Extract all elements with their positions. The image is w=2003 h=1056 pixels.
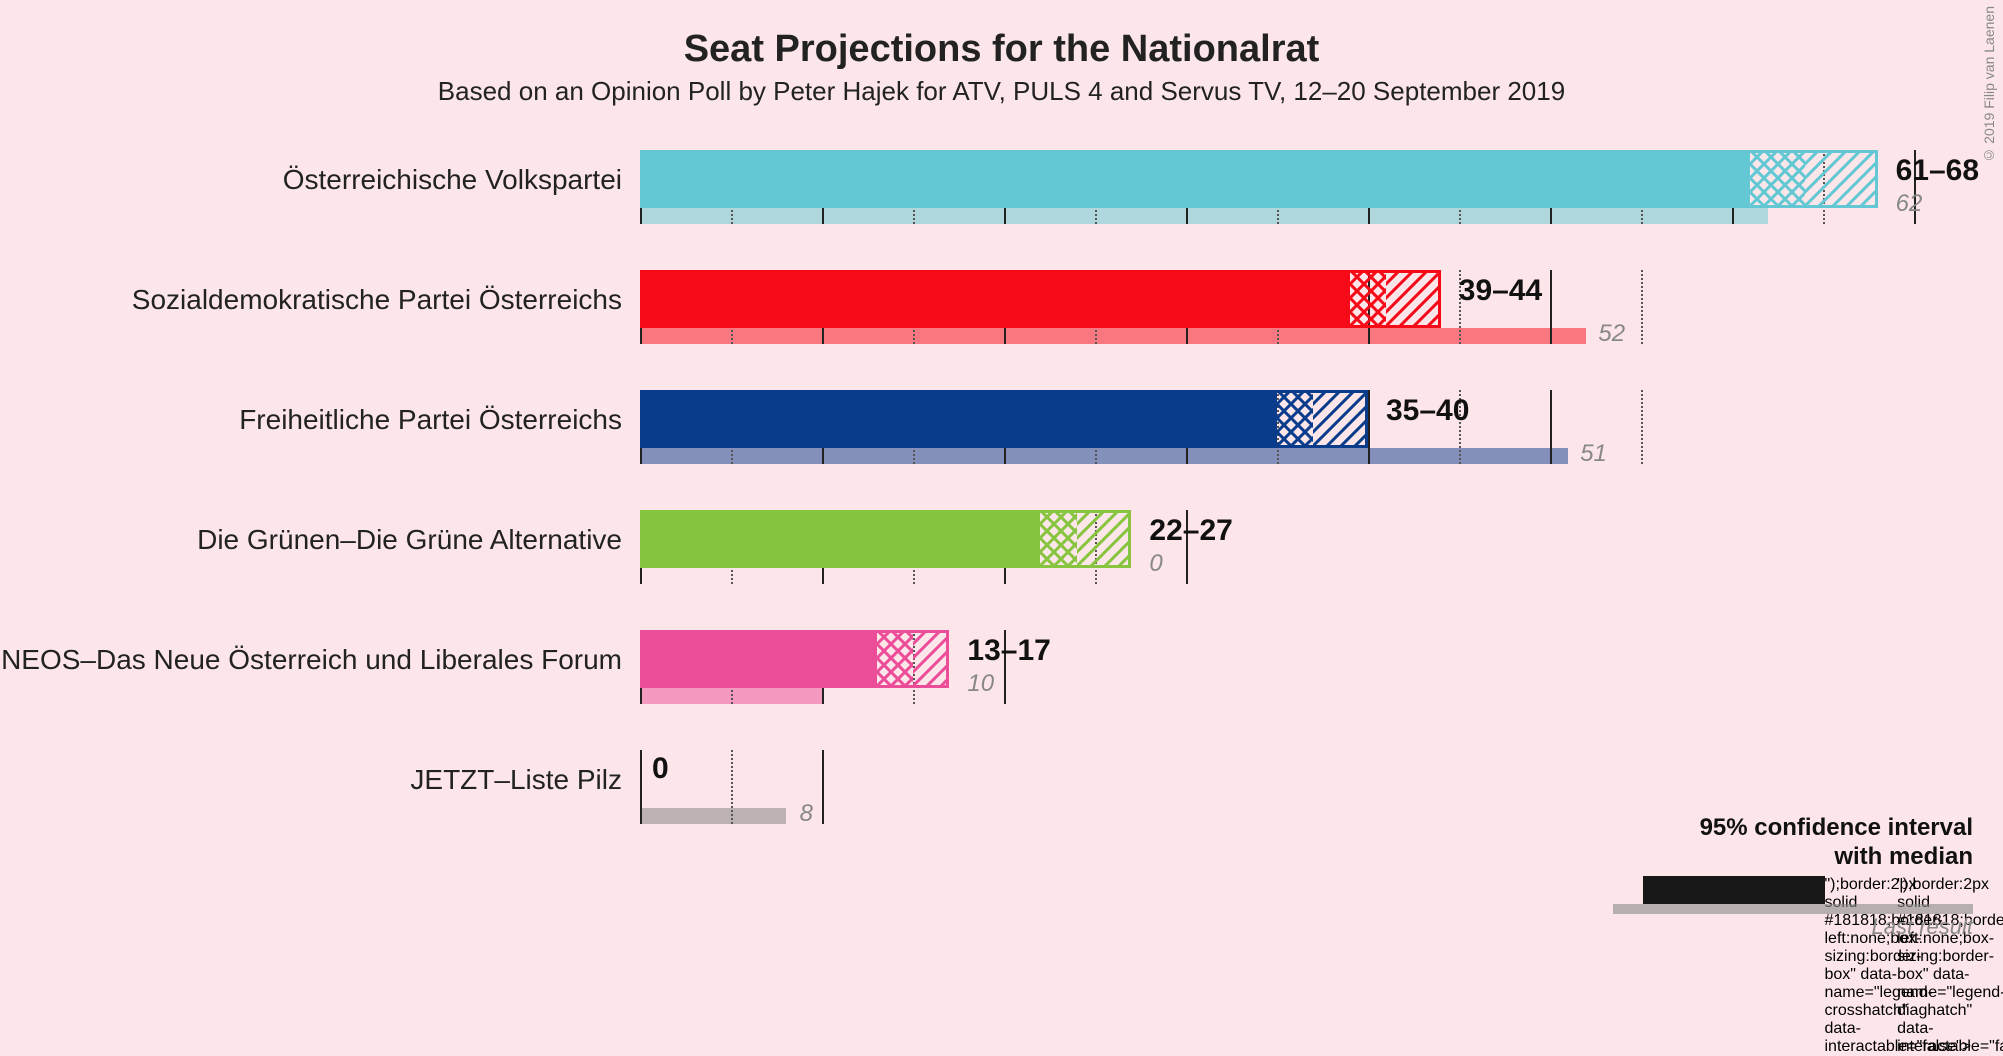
range-label: 35–40: [1386, 394, 1469, 428]
gridline: [1641, 390, 1643, 464]
last-result-label: 52: [1598, 320, 1625, 348]
range-label: 0: [652, 752, 669, 786]
ci-median-to-high: [913, 630, 949, 688]
chart-plot-area: Österreichische Volkspartei61–6862Sozial…: [640, 140, 1890, 910]
ci-low-to-median: [1350, 270, 1386, 328]
legend-line2: with median: [1834, 843, 1973, 870]
ci-low-to-median: [1040, 510, 1076, 568]
party-row: Freiheitliche Partei Österreichs35–4051: [640, 390, 1890, 510]
ci-low-to-median: [1750, 150, 1805, 208]
projection-bar-solid: [640, 270, 1350, 328]
ci-low-to-median: [877, 630, 913, 688]
party-row: NEOS–Das Neue Österreich und Liberales F…: [640, 630, 1890, 750]
party-label: NEOS–Das Neue Österreich und Liberales F…: [1, 644, 640, 676]
legend-line1: 95% confidence interval: [1700, 814, 1973, 841]
party-label: Österreichische Volkspartei: [283, 164, 640, 196]
party-row: Die Grünen–Die Grüne Alternative22–270: [640, 510, 1890, 630]
gridline: [640, 750, 642, 824]
range-label: 13–17: [967, 634, 1050, 668]
projection-bar-solid: [640, 150, 1750, 208]
copyright-text: © 2019 Filip van Laenen: [1981, 6, 1997, 164]
ci-median-to-high: [1313, 390, 1368, 448]
ci-median-to-high: [1386, 270, 1441, 328]
legend: 95% confidence interval with median ");b…: [1613, 814, 1973, 934]
last-result-bar: [640, 328, 1586, 344]
party-row: Österreichische Volkspartei61–6862: [640, 150, 1890, 270]
last-result-label: 8: [800, 800, 813, 828]
gridline: [1550, 390, 1552, 464]
projection-bar-solid: [640, 510, 1040, 568]
range-label: 61–68: [1896, 154, 1979, 188]
chart-subtitle: Based on an Opinion Poll by Peter Hajek …: [0, 76, 2003, 107]
ci-low-to-median: [1277, 390, 1313, 448]
projection-bar-solid: [640, 390, 1277, 448]
range-label: 22–27: [1149, 514, 1232, 548]
last-result-label: 51: [1580, 440, 1607, 468]
last-result-label: 10: [967, 670, 994, 698]
range-label: 39–44: [1459, 274, 1542, 308]
party-row: Sozialdemokratische Partei Österreichs39…: [640, 270, 1890, 390]
last-result-label: 62: [1896, 190, 1923, 218]
legend-last-bar: [1613, 904, 1973, 914]
legend-last-text: Last result: [1872, 914, 1974, 940]
party-label: Sozialdemokratische Partei Österreichs: [132, 284, 640, 316]
gridline: [822, 750, 824, 824]
party-label: JETZT–Liste Pilz: [410, 764, 640, 796]
ci-median-to-high: [1805, 150, 1878, 208]
gridline: [1550, 270, 1552, 344]
legend-sample-bar: ");border:2px solid #181818;border-left:…: [1643, 876, 1973, 904]
gridline: [1368, 390, 1370, 464]
legend-solid: [1643, 876, 1825, 904]
gridline: [1641, 270, 1643, 344]
legend-ci-text: 95% confidence interval with median: [1700, 814, 1973, 872]
party-label: Die Grünen–Die Grüne Alternative: [197, 524, 640, 556]
projection-bar-solid: [640, 630, 877, 688]
gridline: [731, 750, 733, 824]
last-result-bar: [640, 208, 1768, 224]
last-result-bar: [640, 448, 1568, 464]
chart-title: Seat Projections for the Nationalrat: [0, 28, 2003, 71]
last-result-label: 0: [1149, 550, 1162, 578]
ci-median-to-high: [1077, 510, 1132, 568]
party-label: Freiheitliche Partei Österreichs: [239, 404, 640, 436]
last-result-bar: [640, 808, 786, 824]
